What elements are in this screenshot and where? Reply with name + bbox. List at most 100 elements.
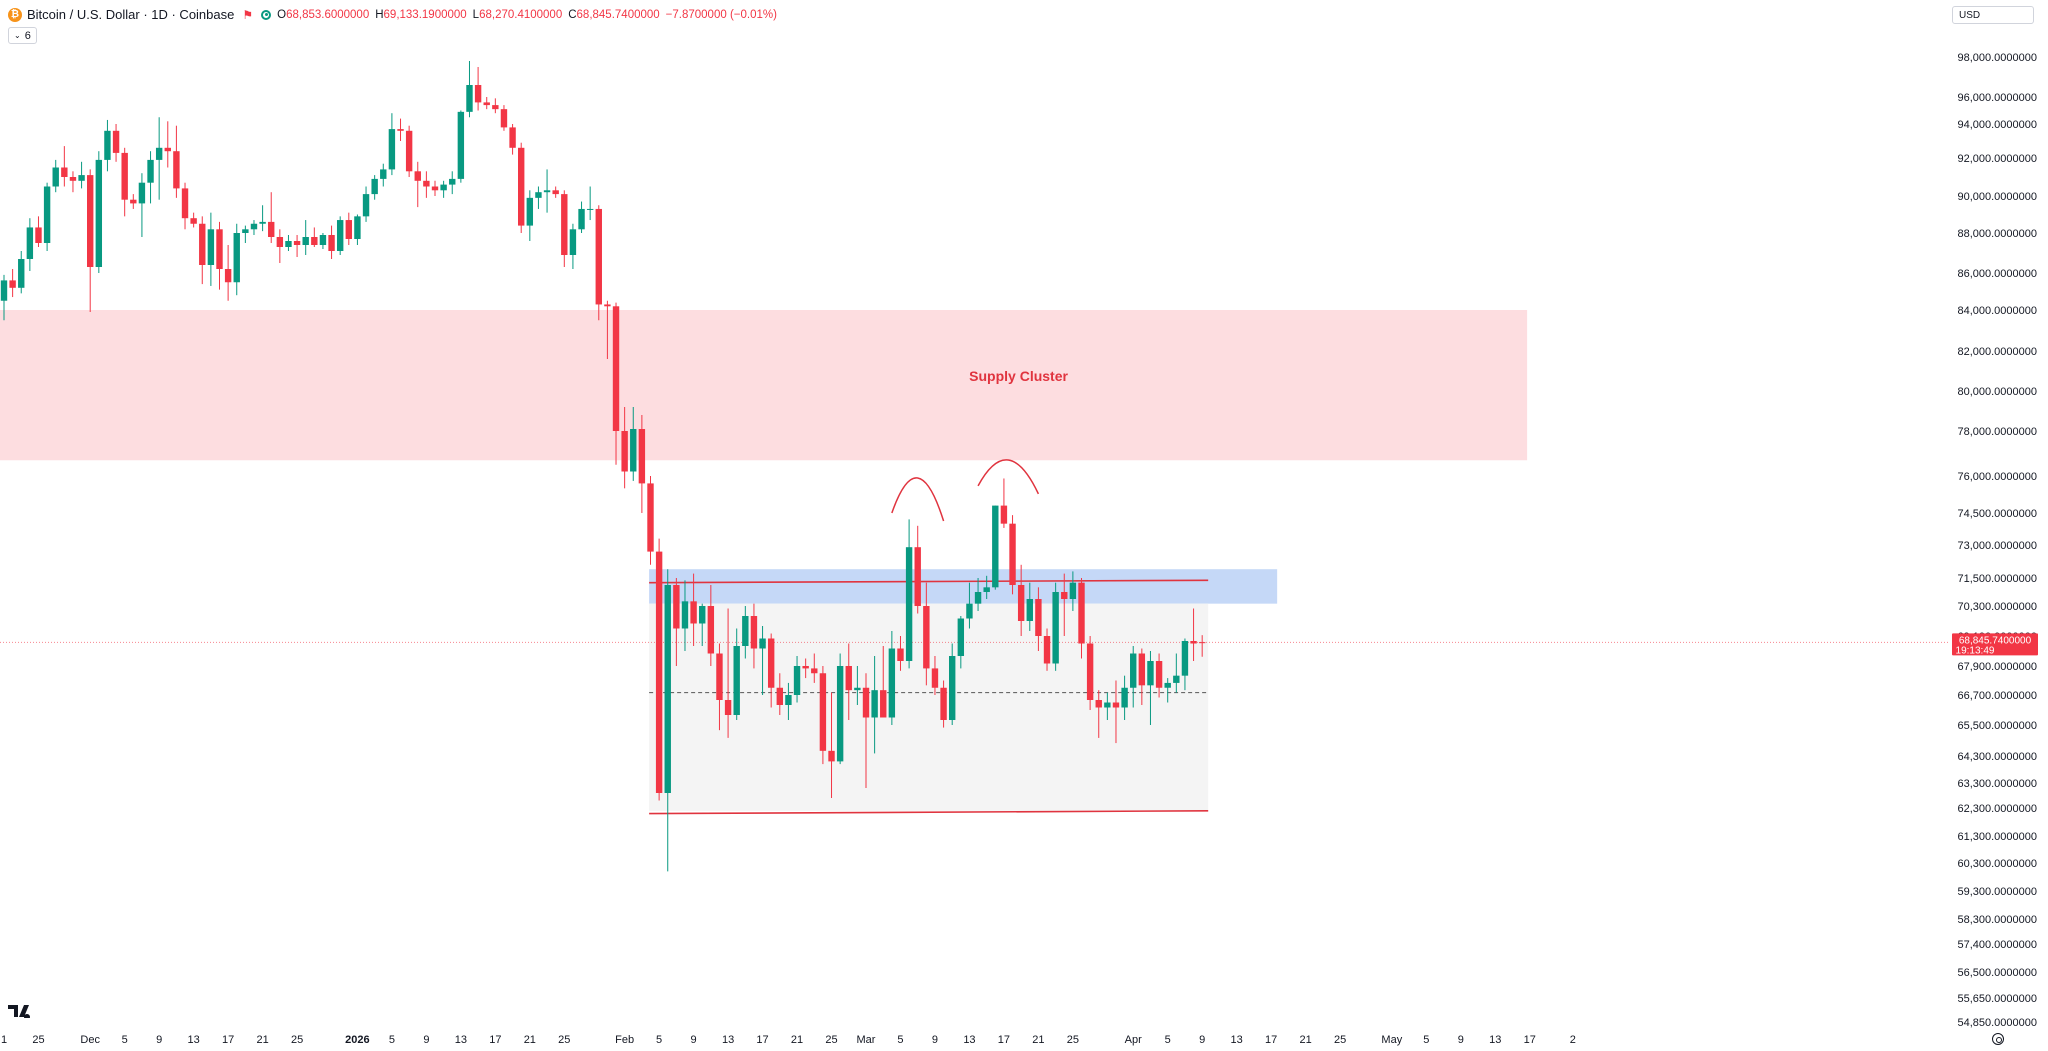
flag-icon[interactable]: ⚑ [242,7,254,22]
range-bottom-line [649,809,1209,815]
ohlc-low: L68,270.4100000 [472,8,563,21]
supply-zone-label: Supply Cluster [969,368,1068,384]
candle-body [690,601,697,624]
candle [992,505,999,590]
candle-body [104,130,111,160]
candle-body [733,646,740,715]
candle-body [561,194,568,255]
candle [759,626,766,695]
candle-body [836,666,844,762]
x-tick-label: 13 [722,1034,734,1046]
candle [328,225,335,259]
candle [52,159,59,193]
candle-body [440,184,447,191]
candle-body [216,229,223,269]
range-top-line [649,579,1209,584]
indicator-count: 6 [24,29,31,42]
candle-body [699,606,706,624]
candle [362,186,370,222]
candle [302,220,309,255]
candle [1000,478,1008,528]
x-tick-label: 21 [256,1034,268,1046]
candle [854,666,861,705]
candle-body [871,690,878,718]
x-tick-label: 9 [1458,1034,1464,1046]
y-tick-label: 54,850.0000000 [1957,1017,2037,1029]
candle-body [405,130,413,172]
candle-body [1009,523,1016,585]
y-tick-label: 96,000.0000000 [1957,92,2037,104]
x-tick-label: 21 [524,1034,536,1046]
candle-body [328,235,335,251]
candle-body [819,673,827,751]
candle-body [43,186,51,243]
candle [802,658,809,679]
y-tick-label: 84,000.0000000 [1957,305,2037,317]
candle-body [673,585,680,629]
candle [923,582,930,686]
candle-body [1198,642,1206,644]
x-tick-label: 5 [897,1034,903,1046]
candle-body [543,190,551,193]
candle-body [1069,582,1077,599]
tradingview-logo-icon[interactable] [8,1004,36,1018]
y-tick-label: 80,000.0000000 [1957,386,2037,398]
candle [699,603,706,646]
y-tick-label: 63,300.0000000 [1957,778,2037,790]
x-tick-label: 13 [1231,1034,1243,1046]
x-tick-label: 5 [1165,1034,1171,1046]
candle [1198,635,1206,657]
candle [466,61,473,118]
last-price-label: 68,845.7400000 [1959,635,2032,646]
candle-body [966,603,973,619]
symbol-title[interactable]: Bitcoin / U.S. Dollar · 1D · Coinbase [27,7,235,22]
candle [1164,678,1171,703]
candle-body [914,547,921,606]
candle [509,124,516,155]
y-tick-label: 71,500.0000000 [1957,573,2037,585]
candles-layer [0,61,1206,872]
candle-body [1130,653,1137,688]
candle [35,216,42,247]
candle-body [509,127,516,148]
candle-body [9,280,16,288]
candle [655,538,663,801]
x-tick-label: 17 [222,1034,234,1046]
indicators-toggle-button[interactable]: ⌄ 6 [8,27,37,44]
candle [1026,582,1033,631]
candle-body [931,668,939,688]
x-tick-label: 17 [756,1034,768,1046]
candle-body [552,190,559,195]
x-tick-label: 1 [1,1034,7,1046]
currency-select[interactable]: USD [1952,6,2034,24]
x-tick-label: 25 [32,1034,44,1046]
candle [897,636,904,671]
candle [250,220,258,235]
y-tick-label: 57,400.0000000 [1957,939,2037,951]
candle [1009,515,1016,595]
x-tick-label: 17 [489,1034,501,1046]
candle [224,245,232,301]
candle-body [466,85,473,112]
candle [104,119,111,172]
candle-body [1181,641,1189,676]
settings-gear-icon[interactable] [1992,1033,2004,1045]
y-tick-label: 55,650.0000000 [1957,993,2037,1005]
candle [354,214,361,245]
second-top-arc [977,459,1040,495]
candle-body [767,638,775,688]
candle [1078,578,1085,659]
y-tick-label: 58,300.0000000 [1957,914,2037,926]
candle-body [638,429,646,484]
candle [949,643,956,725]
candle [95,151,103,273]
candle [242,225,249,243]
candle-body [880,690,887,718]
candle-body [250,223,258,230]
candle [836,653,844,765]
x-tick-label: 9 [423,1034,429,1046]
candle-body [147,159,154,183]
candle [26,218,34,271]
candle [112,124,120,162]
